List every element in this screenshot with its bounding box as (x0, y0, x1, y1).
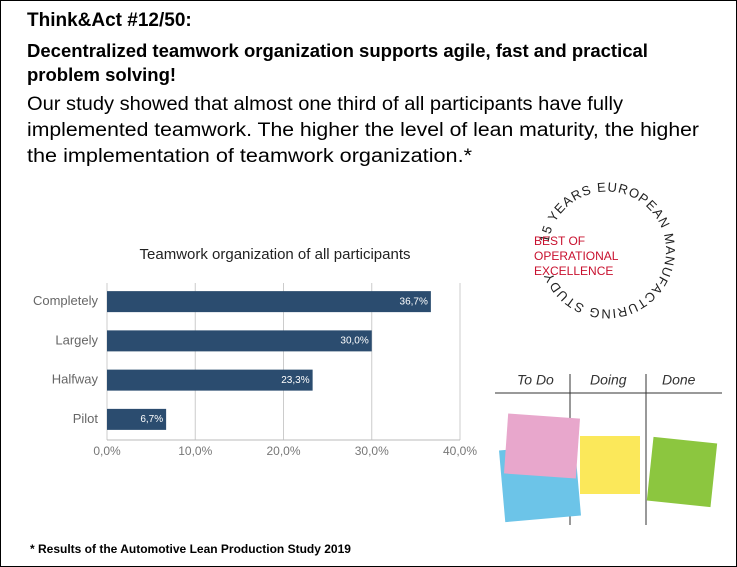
chart-title: Teamwork organization of all participant… (140, 246, 411, 263)
value-label: 36,7% (400, 296, 428, 307)
y-tick-label: Completely (33, 293, 99, 308)
bar (107, 408, 167, 430)
board-column: Doing (590, 372, 627, 388)
y-tick-label: Pilot (73, 411, 99, 426)
bar (107, 291, 431, 313)
bar (107, 330, 372, 352)
footnote: * Results of the Automotive Lean Product… (30, 542, 351, 556)
body-text: implemented teamwork. The higher the lev… (27, 120, 700, 141)
bar (107, 369, 313, 391)
x-tick-label: 30,0% (355, 444, 389, 458)
x-tick-label: 10,0% (178, 444, 212, 458)
board-column: To Do (517, 372, 554, 388)
badge-text: BEST OF (534, 234, 585, 248)
y-tick-label: Halfway (52, 372, 99, 387)
body-text: Our study showed that almost one third o… (27, 94, 624, 115)
body-text: the implementation of teamwork organizat… (27, 146, 473, 167)
value-label: 30,0% (340, 336, 368, 347)
y-tick-label: Largely (55, 332, 98, 347)
value-label: 23,3% (281, 375, 309, 386)
badge-text: OPERATIONAL (534, 249, 619, 263)
sticky-notes (499, 413, 718, 523)
x-tick-label: 0,0% (93, 444, 121, 458)
value-label: 6,7% (140, 414, 163, 425)
x-tick-label: 20,0% (266, 444, 300, 458)
x-tick-label: 40,0% (443, 444, 477, 458)
slide-title: Think&Act #12/50: (27, 10, 192, 31)
headline: Decentralized teamwork organization supp… (27, 40, 648, 61)
badge-text: EXCELLENCE (534, 264, 613, 278)
headline: problem solving! (27, 64, 176, 85)
sticky-note (580, 436, 640, 494)
sticky-note (503, 413, 581, 479)
sticky-note (646, 436, 718, 508)
board-column: Done (662, 372, 696, 388)
